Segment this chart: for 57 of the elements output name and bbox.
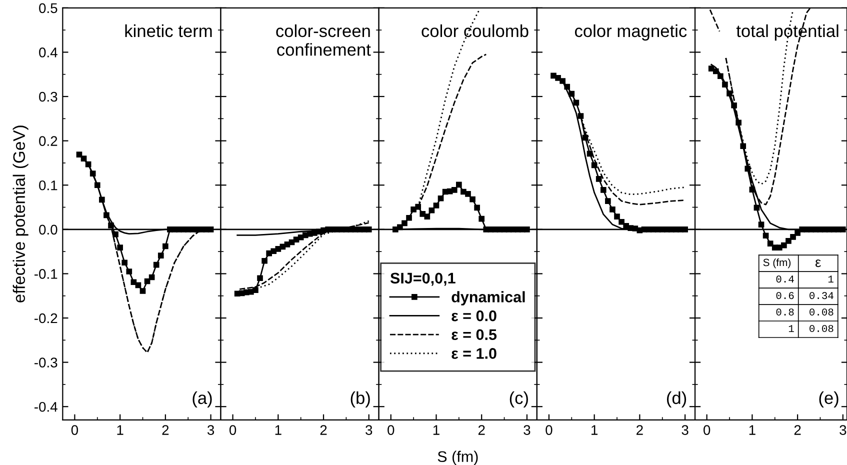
y-tick-label: -0.2 [34,313,58,324]
x-tick-label: 2 [320,425,327,435]
y-axis-title: effective potential (GeV) [12,126,28,302]
legend-label: ε = 0.5 [452,329,497,340]
annotation: 1 [788,325,794,332]
y-tick-label: 0.5 [39,3,58,14]
x-tick-label: 1 [592,425,598,435]
legend-label: dynamical [452,291,525,306]
text: kinetic term [125,24,212,38]
y-tick-label: -0.3 [34,358,58,368]
annotation: (c) [510,391,528,408]
text: total potential [736,24,838,41]
annotation: 0.6 [776,292,794,300]
x-tick-label: 3 [524,425,530,435]
x-tick-label: 0 [71,425,78,435]
x-tick-label: 1 [275,425,282,435]
annotation: (b) [350,391,370,408]
x-tick-label: 3 [840,425,846,435]
x-tick-label: 2 [636,425,643,435]
y-tick-label: 0.2 [39,136,58,146]
x-tick-label: 3 [207,425,214,435]
x-tick-label: 0 [546,425,552,435]
x-tick-label: 2 [478,425,485,435]
legend-label: ε = 1.0 [452,348,496,359]
x-tick-label: 2 [794,425,801,435]
annotation: (e) [819,391,838,408]
annotation: ε [816,259,821,268]
x-tick-label: 3 [682,425,688,435]
annotation: 0.34 [810,292,834,300]
x-tick-label: 0 [229,425,236,435]
y-tick-label: 0.0 [39,224,58,235]
y-tick-label: 0.1 [39,180,58,190]
text: color magnetic [574,24,687,41]
annotation: 0.8 [776,308,794,316]
annotation: 0.08 [810,324,834,332]
y-tick-label: 0.3 [39,92,58,102]
y-tick-label: -0.4 [34,402,58,412]
y-tick-label: 0.4 [39,48,58,58]
x-tick-label: 1 [433,425,440,435]
x-tick-label: 3 [366,425,372,435]
x-axis-title: S (fm) [438,450,478,465]
annotation: (d) [666,391,686,408]
x-tick-label: 0 [388,425,394,435]
legend-label: ε = 0.0 [452,310,496,322]
annotation: 0.4 [776,276,794,283]
annotation: 1 [828,276,834,283]
x-tick-label: 2 [162,425,169,435]
x-tick-label: 1 [749,425,756,435]
annotation: (a) [192,391,212,408]
annotation: S (fm) [763,258,791,268]
text: color coulomb [422,24,528,38]
x-tick-label: 1 [117,425,124,435]
y-tick-label: -0.1 [34,269,58,279]
legend-title: SIJ=0,0,1 [390,272,456,286]
text: color-screen confinement [276,24,371,56]
annotation: 0.08 [810,308,834,316]
x-tick-label: 0 [704,425,710,435]
